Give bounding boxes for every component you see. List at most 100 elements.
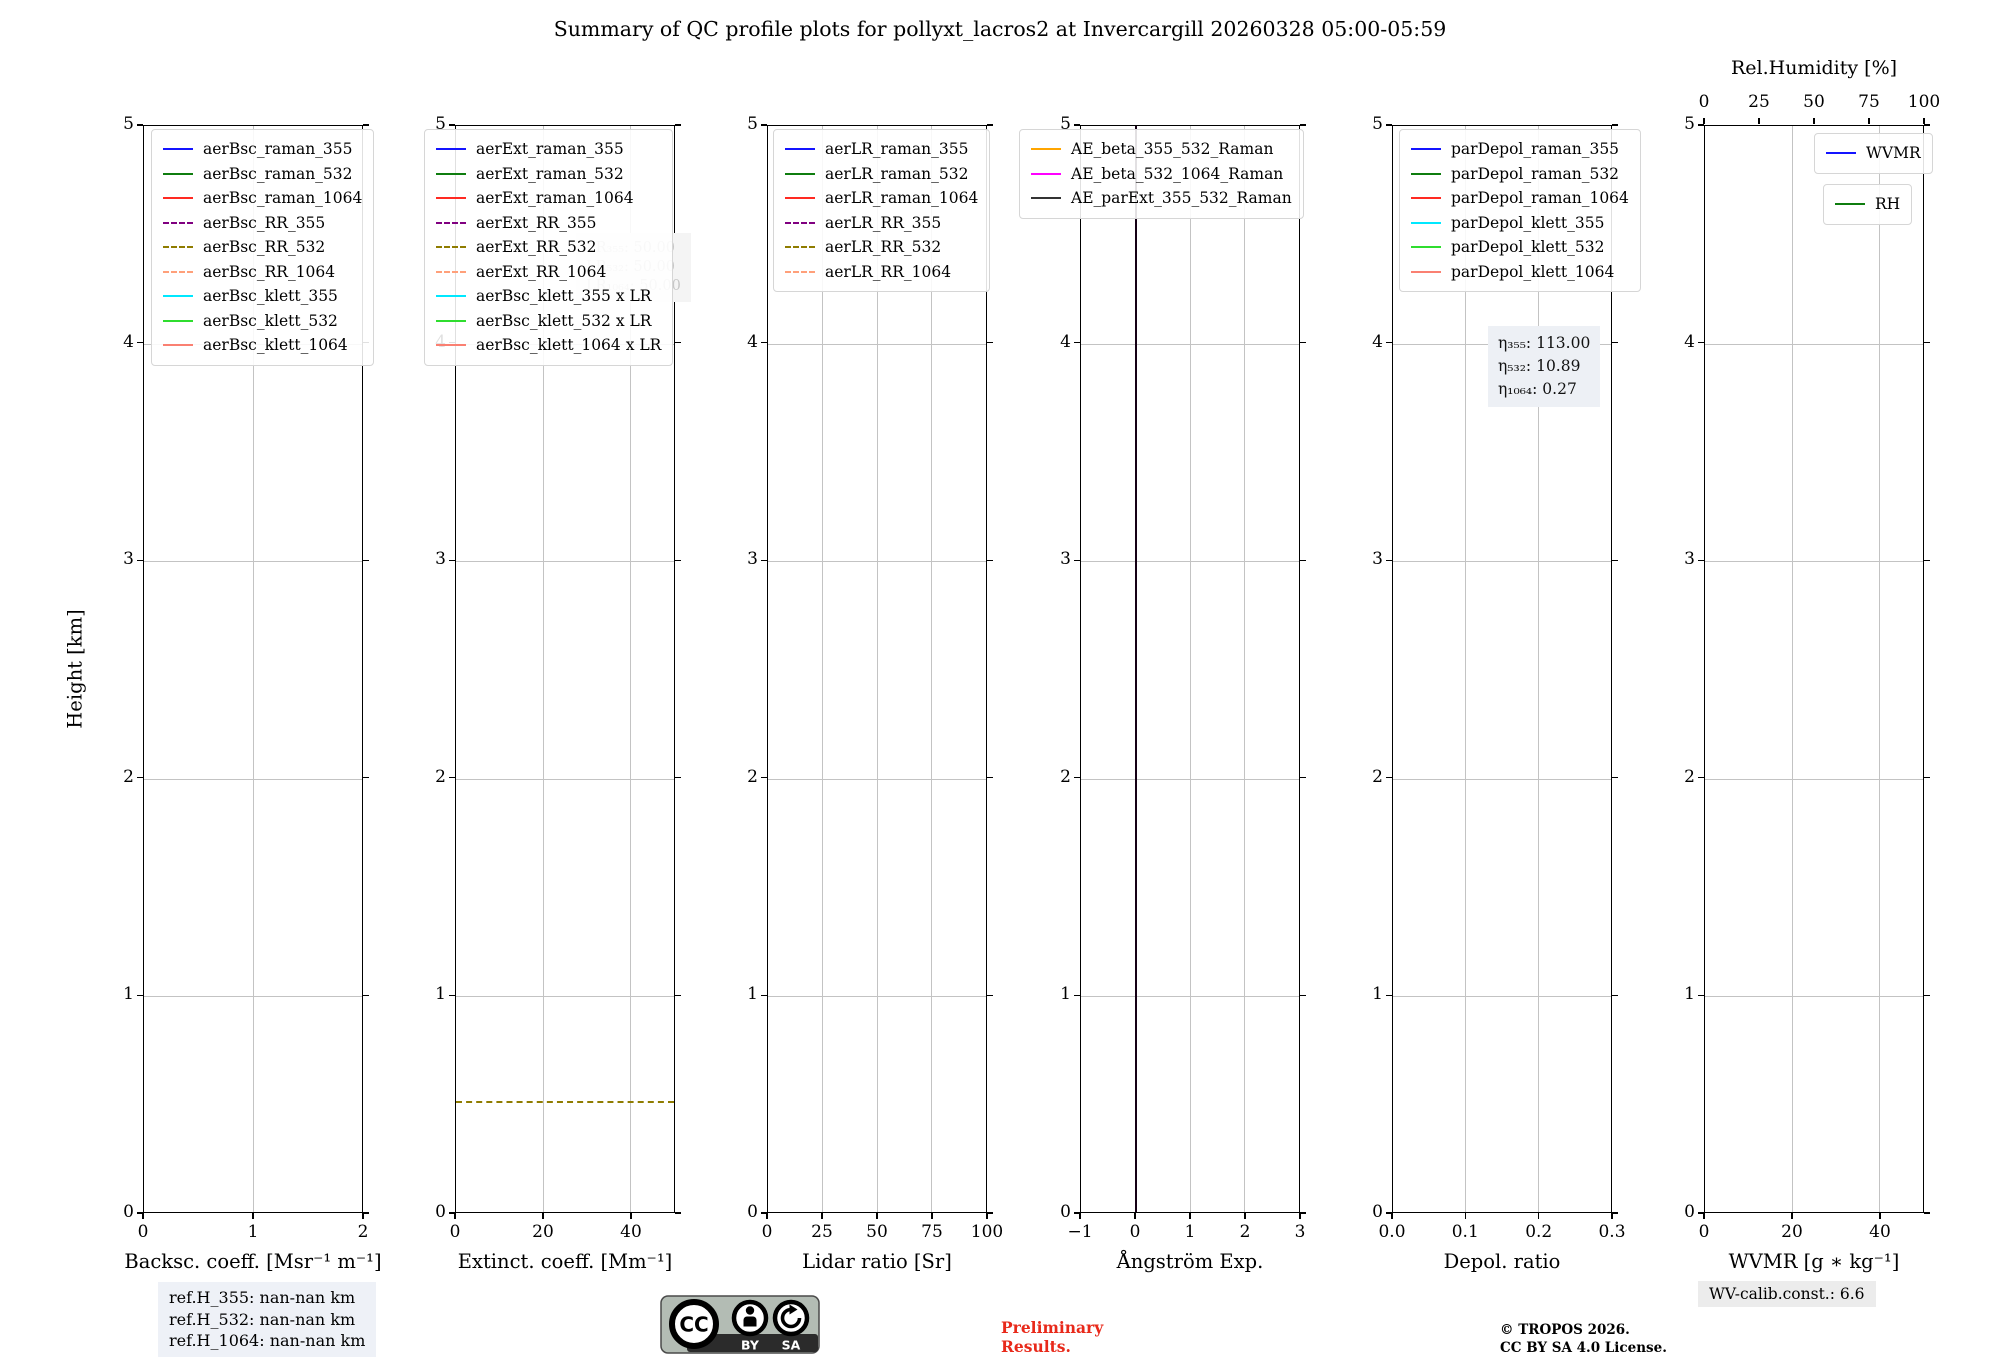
legend: WVMR — [1814, 133, 1933, 174]
x-tick-mark — [1299, 1213, 1301, 1219]
legend: aerLR_raman_355 aerLR_raman_532 aerLR_rama… — [773, 129, 991, 292]
x-tick-label: 20 — [1781, 1222, 1803, 1242]
y-tick-mark — [449, 1212, 455, 1214]
y-tick-mark — [1300, 341, 1306, 344]
ref-h-1064: ref.H_1064: nan-nan km — [169, 1331, 366, 1350]
legend-item: aerBsc_klett_1064 — [163, 333, 362, 358]
eta-annotation: η₃₅₅: 113.00 η₅₃₂: 10.89 η₁₀₆₄: 0.27 — [1488, 326, 1601, 407]
preliminary-line-2: Results. — [1001, 1337, 1071, 1356]
legend-line-swatch — [785, 172, 815, 175]
legend-label: aerExt_raman_532 — [476, 164, 624, 183]
legend-item: aerExt_raman_355 — [436, 137, 661, 162]
y-tick-label: 4 — [747, 331, 758, 352]
y-tick-mark — [761, 777, 767, 779]
y-tick-mark — [1300, 994, 1306, 997]
y-tick-mark — [1924, 777, 1930, 779]
y-tick-mark — [675, 341, 681, 344]
x-axis-label-angstroem: Ångström Exp. — [1116, 1250, 1264, 1273]
share-alike-arrow-arc — [780, 1307, 802, 1329]
preliminary-line-1: Preliminary — [1001, 1318, 1104, 1337]
x-tick-mark — [1391, 1213, 1393, 1219]
y-tick-mark — [1698, 1212, 1704, 1214]
tropos-copyright: © TROPOS 2026. CC BY SA 4.0 License. — [1500, 1322, 1667, 1357]
gridline-horizontal — [456, 996, 674, 998]
person-head — [745, 1306, 755, 1315]
y-tick-label: 0 — [435, 1202, 446, 1222]
x-tick-label: 2 — [357, 1222, 369, 1242]
legend-label: aerLR_raman_1064 — [825, 189, 979, 208]
legend-label: aerExt_RR_355 — [476, 213, 597, 232]
gridline-vertical — [629, 126, 631, 1212]
y-tick-mark — [137, 994, 143, 997]
legend-item: aerBsc_klett_532 x LR — [436, 309, 661, 334]
legend-item: aerLR_raman_355 — [785, 137, 978, 162]
legend-line-swatch — [1411, 148, 1441, 151]
x-tick-label: 0 — [1129, 1222, 1141, 1242]
y-tick-mark — [137, 777, 143, 779]
profile-line — [456, 1101, 674, 1103]
gridline-horizontal — [1393, 996, 1611, 998]
y-tick-mark — [363, 994, 369, 997]
legend-item: aerExt_RR_532 — [436, 235, 661, 260]
legend-line-swatch — [436, 221, 466, 224]
y-tick-mark — [1300, 777, 1306, 779]
y-tick-mark — [1924, 559, 1930, 561]
legend-line-swatch — [163, 172, 193, 175]
x-tick-mark — [986, 1213, 988, 1219]
x-axis-label-backscatter: Backsc. coeff. [Msr⁻¹ m⁻¹] — [124, 1250, 382, 1273]
panel-angstroem: AE_beta_355_532_Raman AE_beta_532_1064_Ra… — [1019, 125, 1304, 1213]
x-tick-label: 0 — [137, 1222, 149, 1242]
legend-item: aerBsc_klett_355 — [163, 284, 362, 309]
y-tick-mark — [987, 777, 993, 779]
y-tick-label: 1 — [747, 984, 758, 1005]
y-tick-mark — [1386, 124, 1392, 126]
x-axis-label-wvmr: WVMR [g ∗ kg⁻¹] — [1728, 1250, 1900, 1273]
profile-line — [1134, 126, 1137, 1212]
legend-label: parDepol_klett_1064 — [1451, 262, 1615, 281]
legend-line-swatch — [163, 148, 193, 151]
legend: AE_beta_355_532_Raman AE_beta_532_1064_Ra… — [1019, 129, 1304, 219]
legend-label: AE_beta_532_1064_Raman — [1071, 164, 1284, 183]
legend-line-swatch — [785, 221, 815, 224]
top-tick-mark — [1813, 118, 1815, 124]
y-tick-mark — [363, 1212, 369, 1214]
legend-label: aerExt_raman_1064 — [476, 189, 634, 208]
legend-line-swatch — [1835, 203, 1865, 206]
y-tick-mark — [675, 777, 681, 779]
x-tick-mark — [821, 1213, 823, 1219]
y-tick-label: 1 — [123, 984, 134, 1005]
y-tick-mark — [449, 777, 455, 779]
y-tick-label: 0 — [123, 1202, 134, 1222]
legend-line-swatch — [1411, 270, 1441, 273]
cc-by-sa-badge: CC BY SA — [660, 1295, 820, 1354]
y-tick-label: 5 — [747, 114, 758, 134]
x-tick-label: 0.3 — [1598, 1222, 1626, 1242]
legend-label: WVMR — [1866, 144, 1921, 163]
y-tick-label: 5 — [1060, 114, 1071, 134]
gridline-horizontal — [1705, 996, 1923, 998]
legend-item: AE_parExt_355_532_Raman — [1031, 186, 1292, 211]
legend-item: aerBsc_raman_1064 — [163, 186, 362, 211]
gridline-horizontal — [1705, 343, 1923, 345]
legend-line-swatch — [1031, 172, 1061, 175]
y-tick-label: 4 — [1060, 331, 1071, 352]
legend-label: parDepol_raman_1064 — [1451, 189, 1629, 208]
cc-circle-icon — [669, 1299, 719, 1349]
x-tick-label: 0.1 — [1451, 1222, 1479, 1242]
y-tick-label: 0 — [1372, 1202, 1383, 1222]
x-tick-label: 40 — [620, 1222, 642, 1242]
legend-label: aerBsc_raman_355 — [203, 140, 353, 159]
top-tick-mark — [1703, 118, 1705, 124]
legend-label: aerLR_RR_532 — [825, 238, 942, 257]
share-alike-arrow-head — [789, 1304, 798, 1315]
y-tick-mark — [137, 559, 143, 561]
y-tick-mark — [363, 559, 369, 561]
x-tick-mark — [1244, 1213, 1246, 1219]
y-tick-mark — [1074, 341, 1080, 344]
x-tick-mark — [542, 1213, 544, 1219]
x-tick-mark — [454, 1213, 456, 1219]
y-tick-mark — [761, 341, 767, 344]
y-tick-mark — [1300, 1212, 1306, 1214]
y-tick-mark — [1612, 559, 1618, 561]
